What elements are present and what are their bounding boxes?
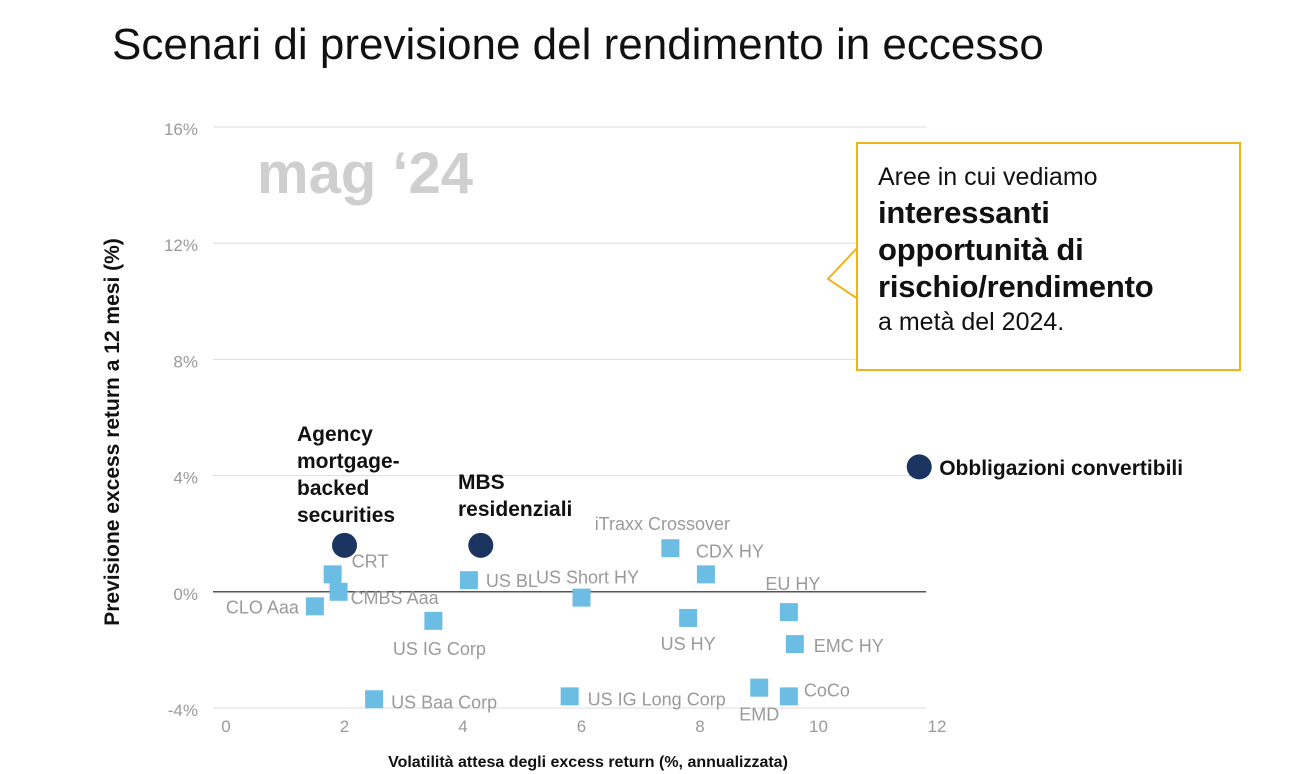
y-tick-label: 4% xyxy=(173,469,198,488)
x-tick-label: 10 xyxy=(809,717,828,736)
point-itraxx-crossover xyxy=(661,539,680,558)
label-obbligazioni-convertibili: Obbligazioni convertibili xyxy=(939,457,1183,480)
point-emc-hy xyxy=(785,635,804,654)
y-axis-label: Previsione excess return a 12 mesi (%) xyxy=(101,238,124,626)
callout-tail: a metà del 2024. xyxy=(878,308,1065,336)
point-us-hy xyxy=(679,608,698,627)
label-us-ig-corp: US IG Corp xyxy=(393,639,486,659)
label-clo-aaa: CLO Aaa xyxy=(226,597,300,617)
label-us-bl: US BL xyxy=(486,571,538,591)
label-eu-hy: EU HY xyxy=(765,574,820,594)
label-line: Agency xyxy=(297,423,373,446)
point-us-ig-long-corp xyxy=(560,687,579,706)
label-emc-hy: EMC HY xyxy=(814,636,884,656)
label-us-short-hy: US Short HY xyxy=(536,568,639,588)
opportunity-callout: Aree in cui vediamo interessanti opportu… xyxy=(856,142,1241,371)
point-mbs-residenziali xyxy=(468,532,494,558)
callout-highlight-line: opportunità di xyxy=(878,232,1084,267)
label-us-baa-corp: US Baa Corp xyxy=(391,692,497,712)
callout-highlight-line: rischio/rendimento xyxy=(878,269,1154,304)
label-line: residenziali xyxy=(458,498,572,521)
point-us-baa-corp xyxy=(365,690,384,709)
label-line: backed xyxy=(297,477,369,500)
label-line: securities xyxy=(297,504,395,527)
label-itraxx-crossover: iTraxx Crossover xyxy=(595,514,730,534)
period-label: mag ‘24 xyxy=(257,141,473,206)
x-tick-label: 4 xyxy=(458,717,467,736)
callout-highlight-line: interessanti xyxy=(878,195,1050,230)
point-crt xyxy=(323,565,342,584)
point-cdx-hy xyxy=(696,565,715,584)
x-tick-label: 2 xyxy=(340,717,349,736)
label-cdx-hy: CDX HY xyxy=(696,541,764,561)
x-tick-label: 12 xyxy=(928,717,947,736)
point-us-short-hy xyxy=(572,588,591,607)
x-axis-label: Volatilità attesa degli excess return (%… xyxy=(388,754,788,771)
y-tick-label: 12% xyxy=(164,236,198,255)
x-tick-label: 6 xyxy=(577,717,586,736)
label-mbs-residenziali: MBS residenziali xyxy=(458,471,572,521)
x-axis-ticks: 0 2 4 6 8 10 12 xyxy=(221,717,946,736)
label-us-ig-long-corp: US IG Long Corp xyxy=(588,689,726,709)
point-agency-mortgage-backed-securities xyxy=(332,532,357,558)
point-us-bl xyxy=(459,571,478,590)
label-agency-mortgage-backed-securities: Agency mortgage-backed securities xyxy=(297,423,400,527)
label-coco: CoCo xyxy=(804,680,850,700)
point-coco xyxy=(779,687,798,706)
label-line: MBS xyxy=(458,471,505,494)
point-clo-aaa xyxy=(305,597,324,616)
callout-lead: Aree in cui vediamo xyxy=(878,163,1098,191)
y-tick-label: -4% xyxy=(168,701,198,720)
gridlines xyxy=(213,126,926,709)
label-line: mortgage- xyxy=(297,450,400,473)
point-emd xyxy=(750,678,769,697)
data-points xyxy=(305,454,932,709)
y-tick-label: 0% xyxy=(173,585,198,604)
x-tick-label: 8 xyxy=(695,717,704,736)
label-emd: EMD xyxy=(739,705,779,725)
point-labels: Agency mortgage-backed securities MBS reside… xyxy=(226,423,1183,725)
point-obbligazioni-convertibili xyxy=(906,454,932,480)
y-tick-label: 8% xyxy=(173,352,198,371)
y-axis-ticks: -4% 0% 4% 8% 12% 16% xyxy=(164,120,198,720)
label-cmbs-aaa: CMBS Aaa xyxy=(351,588,440,608)
point-eu-hy xyxy=(779,603,798,622)
point-cmbs-aaa xyxy=(329,582,348,601)
callout-highlight: interessanti opportunità di rischio/rend… xyxy=(878,194,1223,305)
y-tick-label: 16% xyxy=(164,120,198,139)
point-us-ig-corp xyxy=(424,611,443,630)
callout-pointer xyxy=(826,246,859,300)
label-us-hy: US HY xyxy=(661,634,716,654)
x-tick-label: 0 xyxy=(221,717,230,736)
chart-title: Scenari di previsione del rendimento in … xyxy=(112,20,1044,69)
label-crt: CRT xyxy=(352,551,389,571)
